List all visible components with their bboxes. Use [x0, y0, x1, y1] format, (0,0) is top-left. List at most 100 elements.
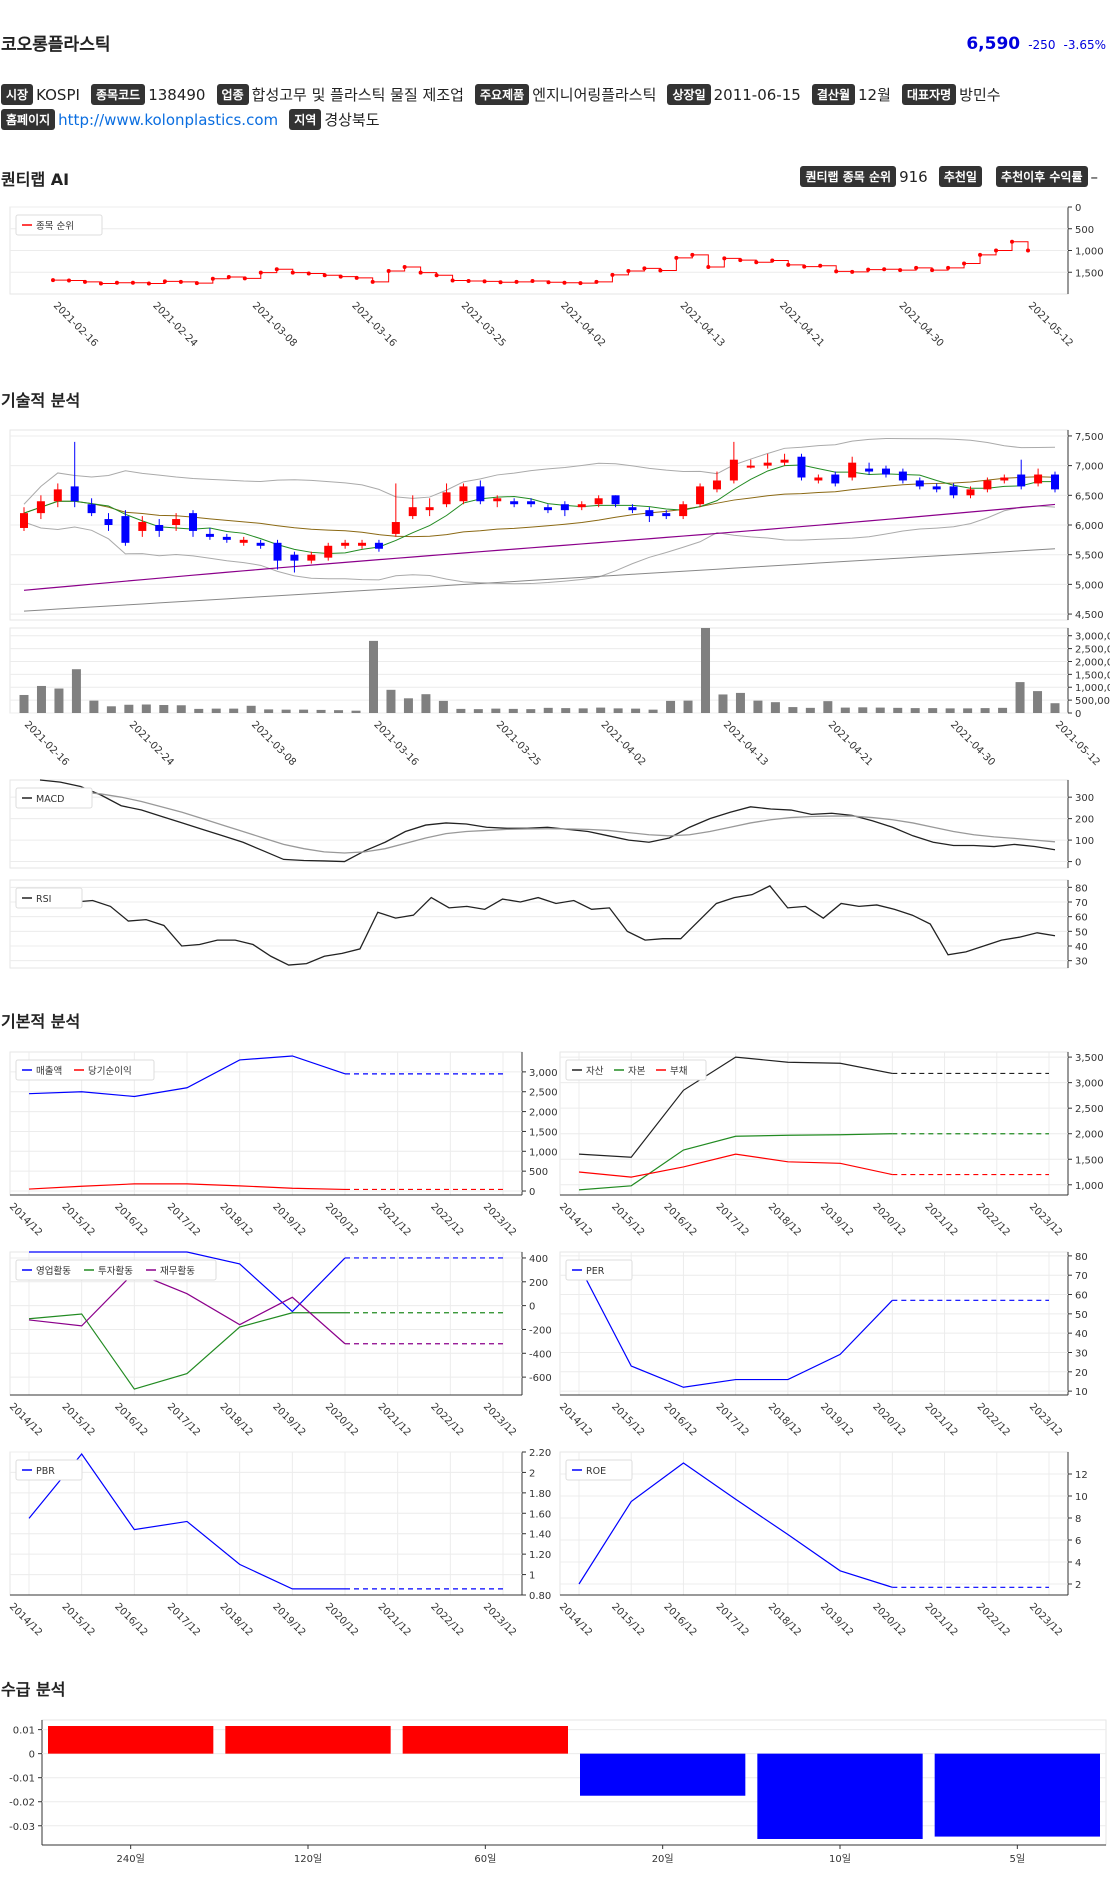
- pbr-legend-box: [15, 1459, 83, 1481]
- candle-body: [476, 486, 485, 502]
- rsi-y-label: 50: [1075, 927, 1088, 938]
- cashflow-x-label: 2016/12: [112, 1401, 149, 1438]
- candle-body: [172, 519, 181, 525]
- sales-x-label: 2015/12: [60, 1201, 97, 1238]
- volume-bar: [631, 708, 641, 713]
- roe-x-label: 2015/12: [609, 1601, 646, 1638]
- volume-bar: [875, 707, 885, 713]
- region-value: 경상북도: [324, 111, 380, 129]
- cashflow-x-label: 2020/12: [323, 1401, 360, 1438]
- rank-point: [658, 268, 663, 273]
- cashflow-legend-label: 영업활동: [36, 1265, 71, 1277]
- per-y-label: 30: [1075, 1348, 1088, 1359]
- bollinger-lower-line: [23, 505, 1056, 585]
- product-value: 엔지니어링플라스틱: [532, 86, 657, 104]
- volume-bar: [194, 708, 204, 713]
- rank-point: [530, 278, 535, 283]
- rsi-legend-label: RSI: [36, 894, 51, 905]
- homepage-link[interactable]: http://www.kolonplastics.com: [58, 111, 279, 129]
- sales-x-label: 2019/12: [270, 1201, 307, 1238]
- rsi-y-label: 60: [1075, 913, 1088, 924]
- balance-x-label: 2016/12: [661, 1201, 698, 1238]
- balance-x-label: 2014/12: [557, 1201, 594, 1238]
- rank-point: [290, 270, 295, 275]
- volume-bar: [1015, 682, 1025, 713]
- supply-y-label: -0.03: [9, 1822, 35, 1833]
- per-frame: [559, 1251, 1069, 1396]
- per-x-label: 2020/12: [870, 1401, 907, 1438]
- supply-bar: [757, 1753, 923, 1839]
- rank-point: [370, 279, 375, 284]
- price-y-label: 5,500: [1075, 551, 1104, 562]
- candle-body: [442, 492, 451, 505]
- pbr-x-label: 2021/12: [376, 1601, 413, 1638]
- balance-series-line: [578, 1153, 893, 1178]
- price-box: 6,590 -250 -3.65%: [966, 34, 1106, 54]
- volume-bar: [543, 707, 553, 713]
- volume-x-label: 2021-04-02: [599, 719, 648, 768]
- per-x-label: 2019/12: [818, 1401, 855, 1438]
- macd-series-line: [39, 791, 1056, 854]
- rsi-frame: [9, 879, 1069, 969]
- listing-value: 2011-06-15: [713, 86, 801, 104]
- candle-body: [425, 507, 434, 511]
- candle-body: [256, 542, 265, 546]
- quantilab-stats: 퀀티랩 종목 순위 916 추천일 추천이후 수익률 –: [800, 166, 1104, 187]
- cashflow-series-line: [28, 1312, 345, 1390]
- rank-point: [114, 280, 119, 285]
- cashflow-legend-box: [15, 1259, 217, 1281]
- info-row-1: 시장 KOSPI 종목코드 138490 업종 합성고무 및 플라스틱 물질 제조업 …: [1, 84, 1007, 105]
- volume-bar: [456, 708, 466, 713]
- candle-body: [645, 510, 654, 517]
- candle-body: [121, 516, 130, 543]
- rsi-legend-box: [15, 887, 83, 909]
- supply-x-label: 60일: [474, 1853, 496, 1865]
- homepage-badge: 홈페이지: [1, 109, 56, 130]
- sales-x-label: 2014/12: [7, 1201, 44, 1238]
- roe-frame: [559, 1451, 1069, 1596]
- candle-body: [780, 459, 789, 463]
- rank-point: [146, 281, 151, 286]
- supply-x-label: 120일: [294, 1853, 322, 1865]
- rsi-y-label: 70: [1075, 898, 1088, 909]
- volume-bar: [910, 708, 920, 713]
- supply-y-label: -0.02: [9, 1798, 35, 1809]
- rank-point: [930, 268, 935, 273]
- per-x-label: 2023/12: [1027, 1401, 1064, 1438]
- balance-y-label: 2,500: [1075, 1104, 1104, 1115]
- rsi-y-label: 30: [1075, 957, 1088, 968]
- volume-bar: [613, 708, 623, 713]
- volume-bar: [805, 707, 815, 713]
- balance-legend-label: 자본: [628, 1066, 646, 1077]
- rank-point: [82, 279, 87, 284]
- candle-body: [70, 486, 79, 502]
- candle-body: [290, 554, 299, 561]
- company-name: 코오롱플라스틱: [1, 35, 111, 55]
- candle-body: [374, 542, 383, 549]
- rank-point: [562, 280, 567, 285]
- roe-y-label: 10: [1075, 1492, 1088, 1503]
- volume-bar: [840, 707, 850, 713]
- rank-badge: 퀀티랩 종목 순위: [800, 166, 897, 187]
- candle-body: [1034, 474, 1043, 484]
- per-x-label: 2017/12: [714, 1401, 751, 1438]
- rank-x-label: 2021-04-30: [897, 300, 946, 349]
- balance-legend-label: 부채: [670, 1066, 687, 1077]
- rank-point: [578, 281, 583, 286]
- candle-body: [189, 513, 198, 531]
- rank-y-label: 1,500: [1075, 268, 1104, 279]
- supply-bar: [48, 1726, 214, 1754]
- sales-y-label: 500: [529, 1167, 548, 1178]
- volume-bar: [683, 700, 693, 713]
- rank-x-label: 2021-03-16: [349, 300, 398, 349]
- volume-bar: [141, 704, 151, 713]
- candle-body: [341, 542, 350, 546]
- volume-bar: [893, 707, 903, 713]
- volume-bar: [1033, 691, 1043, 713]
- balance-x-label: 2021/12: [922, 1201, 959, 1238]
- candle-body: [510, 501, 519, 505]
- volume-bar: [54, 688, 64, 713]
- sales-series-line: [28, 1183, 346, 1191]
- rank-point: [178, 279, 183, 284]
- balance-x-label: 2020/12: [870, 1201, 907, 1238]
